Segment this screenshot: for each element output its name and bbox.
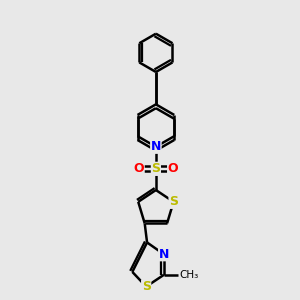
Text: N: N [151, 140, 161, 153]
Text: S: S [152, 162, 160, 175]
Text: O: O [134, 162, 144, 175]
Text: S: S [142, 280, 151, 293]
Text: N: N [159, 248, 169, 261]
Text: O: O [168, 162, 178, 175]
Text: CH₃: CH₃ [179, 270, 198, 280]
Text: S: S [169, 195, 178, 208]
